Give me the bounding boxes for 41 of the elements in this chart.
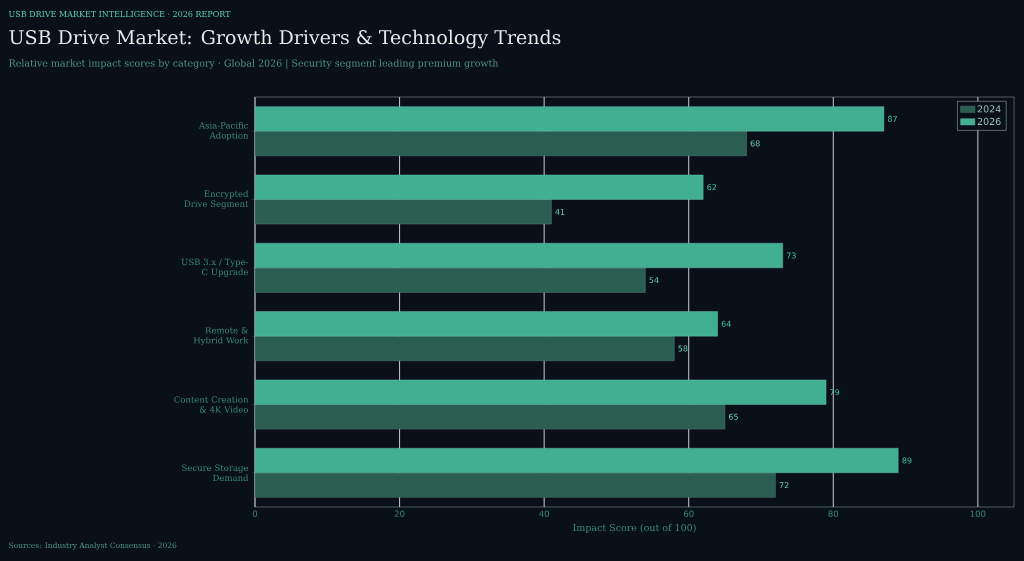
text: USB DRIVE MARKET INTELLIGENCE · 2026 REPORT xyxy=(8,10,231,18)
data-label: 58 xyxy=(678,345,688,352)
data-label: 89 xyxy=(902,457,912,464)
data-label: 87 xyxy=(887,115,897,122)
y-tick-label: Content Creation & 4K Video xyxy=(174,396,249,413)
data-label: 54 xyxy=(649,277,659,284)
bar xyxy=(255,311,718,337)
bar xyxy=(255,130,747,156)
legend-label: 2026 xyxy=(977,117,1001,126)
y-tick-label: Remote & Hybrid Work xyxy=(193,327,249,346)
chart-subtitle: Relative market impact scores by category · Global 2026 | Security segment leading premium growth xyxy=(9,59,499,69)
x-tick-label: 40 xyxy=(539,510,549,517)
x-tick-label: 0 xyxy=(252,510,258,517)
data-label: 68 xyxy=(750,140,760,147)
x-tick-label: 20 xyxy=(394,510,405,517)
y-tick-label: Secure Storage Demand xyxy=(182,464,249,482)
x-axis-title: Impact Score (out of 100) xyxy=(573,523,696,534)
legend-label: 2024 xyxy=(977,105,1001,113)
bar xyxy=(255,267,646,293)
y-tick-label: USB 3.x / Type-C Upgrade xyxy=(181,258,249,277)
data-label: 64 xyxy=(721,320,731,327)
y-tick-label: Asia-Pacific Adoption xyxy=(198,122,249,141)
bar xyxy=(255,448,899,474)
data-label: 73 xyxy=(786,252,796,259)
bar xyxy=(255,379,827,405)
x-tick-label: 100 xyxy=(970,510,986,517)
bar xyxy=(255,199,552,225)
data-label: 65 xyxy=(728,413,738,420)
bar xyxy=(255,106,885,132)
y-tick-label: Encrypted Drive Segment xyxy=(184,190,249,209)
data-label: 41 xyxy=(555,208,565,215)
x-tick-label: 60 xyxy=(683,510,694,517)
chart-title: USB Drive Market: Growth Drivers & Technology Trends xyxy=(9,29,561,49)
data-label: 72 xyxy=(779,482,789,489)
data-label: 62 xyxy=(707,184,717,191)
x-tick-label: 80 xyxy=(828,510,839,517)
bar xyxy=(255,472,776,498)
bar xyxy=(255,174,704,200)
bar xyxy=(255,335,675,361)
bar xyxy=(255,243,783,269)
bar xyxy=(255,404,726,430)
